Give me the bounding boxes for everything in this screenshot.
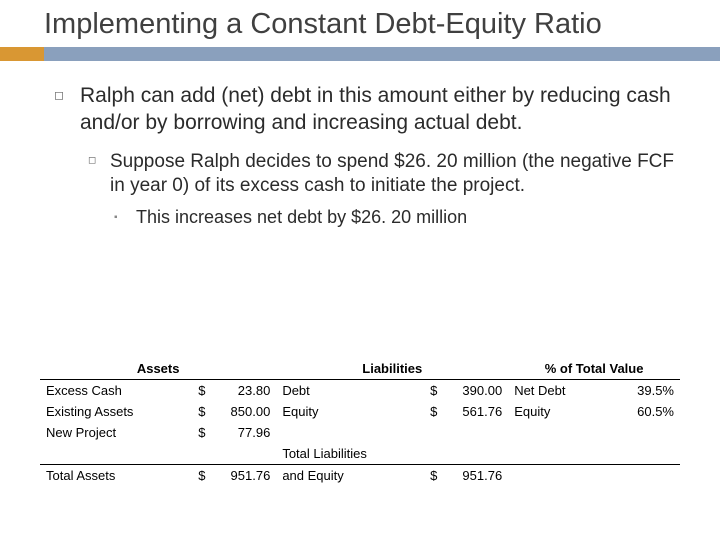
cell-pct bbox=[605, 422, 680, 443]
bullet-sub: ◻ Suppose Ralph decides to spend $26. 20… bbox=[88, 150, 692, 198]
cell-label: Equity bbox=[508, 401, 605, 422]
header-pct: % of Total Value bbox=[508, 358, 680, 380]
cell-value: 23.80 bbox=[206, 380, 276, 402]
bullet-main: ◻ Ralph can add (net) debt in this amoun… bbox=[54, 83, 692, 136]
bullet-subsub-text: This increases net debt by $26. 20 milli… bbox=[136, 207, 467, 229]
cell-label: Debt bbox=[276, 380, 424, 402]
accent-block bbox=[0, 47, 44, 61]
cell-currency: $ bbox=[192, 401, 206, 422]
cell-currency bbox=[424, 422, 438, 443]
title-underline bbox=[0, 47, 720, 61]
cell-currency: $ bbox=[424, 465, 438, 487]
cell-label: and Equity bbox=[276, 465, 424, 487]
cell-pct: 60.5% bbox=[605, 401, 680, 422]
cell-currency: $ bbox=[192, 422, 206, 443]
table-row: Excess Cash $ 23.80 Debt $ 390.00 Net De… bbox=[40, 380, 680, 402]
cell-value: 951.76 bbox=[206, 465, 276, 487]
cell-label: Net Debt bbox=[508, 380, 605, 402]
cell-label bbox=[508, 422, 605, 443]
cell-value: 951.76 bbox=[438, 465, 508, 487]
cell-currency: $ bbox=[424, 380, 438, 402]
bullet-subsub: ▪ This increases net debt by $26. 20 mil… bbox=[114, 207, 692, 229]
cell-value bbox=[438, 422, 508, 443]
title-area: Implementing a Constant Debt-Equity Rati… bbox=[0, 0, 720, 41]
table: Assets Liabilities % of Total Value Exce… bbox=[40, 358, 680, 486]
underline-bar bbox=[44, 47, 720, 61]
bullet-main-text: Ralph can add (net) debt in this amount … bbox=[80, 83, 692, 136]
table-row: New Project $ 77.96 bbox=[40, 422, 680, 443]
cell-value: 561.76 bbox=[438, 401, 508, 422]
table-row-total: Total Assets $ 951.76 and Equity $ 951.7… bbox=[40, 465, 680, 487]
cell-label: Equity bbox=[276, 401, 424, 422]
cell-label: Total Liabilities bbox=[276, 443, 424, 465]
cell-label bbox=[40, 443, 192, 465]
cell-label: Total Assets bbox=[40, 465, 192, 487]
cell-currency: $ bbox=[424, 401, 438, 422]
cell-value: 390.00 bbox=[438, 380, 508, 402]
filled-square-bullet-icon: ▪ bbox=[114, 207, 126, 229]
balance-sheet-table: Assets Liabilities % of Total Value Exce… bbox=[40, 358, 680, 486]
table-row: Existing Assets $ 850.00 Equity $ 561.76… bbox=[40, 401, 680, 422]
cell-currency: $ bbox=[192, 465, 206, 487]
header-liabilities: Liabilities bbox=[276, 358, 508, 380]
cell-label bbox=[276, 422, 424, 443]
cell-label: Excess Cash bbox=[40, 380, 192, 402]
table-row: Total Liabilities bbox=[40, 443, 680, 465]
cell-label: Existing Assets bbox=[40, 401, 192, 422]
cell-label: New Project bbox=[40, 422, 192, 443]
header-assets: Assets bbox=[40, 358, 276, 380]
square-bullet-icon: ◻ bbox=[88, 150, 100, 198]
square-bullet-icon: ◻ bbox=[54, 83, 68, 136]
body-area: ◻ Ralph can add (net) debt in this amoun… bbox=[0, 61, 720, 229]
cell-pct: 39.5% bbox=[605, 380, 680, 402]
table-header-row: Assets Liabilities % of Total Value bbox=[40, 358, 680, 380]
cell-value: 77.96 bbox=[206, 422, 276, 443]
slide-title: Implementing a Constant Debt-Equity Rati… bbox=[44, 8, 720, 41]
cell-value: 850.00 bbox=[206, 401, 276, 422]
bullet-sub-text: Suppose Ralph decides to spend $26. 20 m… bbox=[110, 150, 692, 198]
cell-currency: $ bbox=[192, 380, 206, 402]
